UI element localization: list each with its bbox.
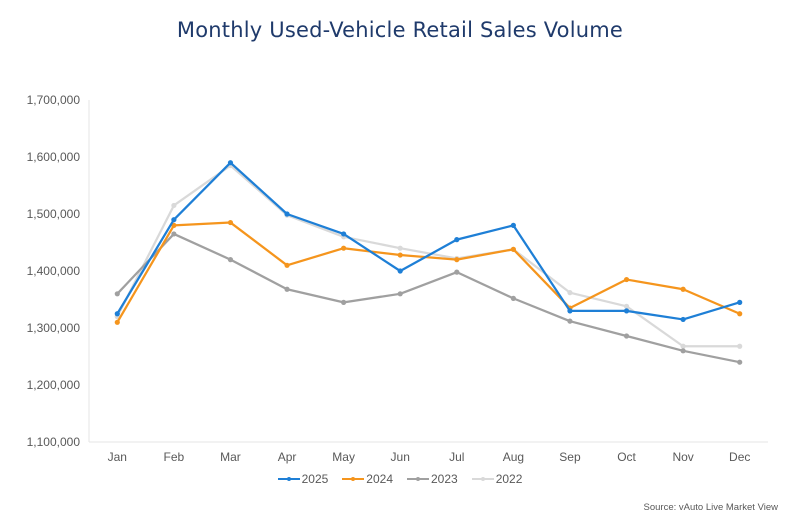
legend-swatch	[342, 474, 365, 484]
x-tick-label: Jul	[449, 450, 464, 464]
x-tick-label: Aug	[503, 450, 524, 464]
legend-label: 2023	[431, 472, 458, 486]
data-point	[680, 348, 686, 354]
y-tick-label: 1,200,000	[27, 378, 81, 392]
legend-label: 2025	[301, 472, 329, 486]
y-tick-label: 1,500,000	[27, 207, 81, 221]
x-tick-label: Nov	[672, 450, 693, 464]
series-2023	[114, 231, 743, 365]
data-point	[623, 308, 630, 314]
series-line-2024	[116, 221, 741, 323]
y-tick-label: 1,100,000	[27, 435, 81, 449]
source-note: Source: vAuto Live Market View	[643, 502, 778, 513]
data-point	[623, 333, 630, 339]
y-tick-label: 1,600,000	[27, 150, 81, 164]
y-axis-ticks: 1,100,000 1,200,000 1,300,000 1,400,000 1,50…	[27, 93, 81, 449]
x-tick-label: Dec	[729, 450, 750, 464]
data-point	[227, 257, 234, 263]
y-tick-label: 1,700,000	[27, 93, 81, 107]
legend-swatch	[277, 474, 300, 484]
x-tick-label: Jan	[108, 450, 127, 464]
data-point	[454, 269, 460, 275]
data-point	[227, 160, 234, 166]
data-point	[510, 295, 516, 301]
data-point	[114, 319, 120, 325]
series-group	[114, 160, 743, 365]
series-2024	[114, 219, 743, 325]
data-point	[737, 343, 743, 349]
legend-label: 2024	[366, 472, 393, 486]
x-tick-label: Feb	[164, 450, 185, 464]
data-point	[284, 211, 290, 217]
legend-item-2024: 2024	[342, 472, 393, 486]
x-axis-ticks: Jan Feb Mar Apr May Jun Jul Aug Sep Oct Nov Dec	[108, 450, 751, 464]
data-point	[567, 290, 573, 296]
data-point	[680, 343, 686, 349]
x-tick-label: Oct	[617, 450, 636, 464]
data-point	[227, 219, 234, 226]
data-point	[114, 311, 120, 317]
data-point	[341, 299, 347, 305]
x-tick-label: May	[332, 450, 355, 464]
data-point	[623, 303, 630, 309]
data-point	[623, 276, 630, 283]
data-point	[510, 222, 516, 228]
legend: 2025 2024 2023 2022	[0, 472, 800, 486]
chart-title: Monthly Used-Vehicle Retail Sales Volume	[176, 18, 624, 42]
data-point	[341, 245, 347, 251]
data-point	[171, 222, 177, 228]
y-tick-label: 1,400,000	[27, 264, 81, 278]
axes	[88, 100, 768, 443]
legend-item-2022: 2022	[471, 472, 523, 486]
data-point	[171, 231, 177, 237]
x-tick-label: Jun	[391, 450, 410, 464]
data-point	[397, 252, 403, 258]
data-point	[397, 291, 403, 297]
data-point	[680, 316, 686, 323]
data-point	[737, 311, 743, 317]
data-point	[171, 202, 177, 209]
data-point	[171, 217, 177, 223]
data-point	[397, 245, 403, 251]
data-point	[284, 262, 290, 268]
x-tick-label: Mar	[220, 450, 241, 464]
y-tick-label: 1,300,000	[27, 321, 81, 335]
data-point	[737, 359, 743, 365]
series-2025	[114, 160, 743, 323]
legend-swatch	[407, 474, 429, 484]
data-point	[454, 237, 460, 243]
series-line-2025	[116, 161, 741, 321]
data-point	[284, 286, 290, 292]
data-point	[567, 308, 573, 314]
data-point	[737, 299, 743, 305]
legend-label: 2022	[495, 472, 523, 486]
legend-item-2025: 2025	[277, 472, 329, 486]
data-point	[510, 246, 516, 252]
series-line-2023	[116, 232, 740, 364]
data-point	[567, 318, 573, 324]
x-tick-label: Sep	[559, 450, 581, 464]
x-tick-label: Apr	[278, 450, 297, 464]
data-point	[454, 257, 460, 263]
legend-swatch	[471, 474, 494, 484]
legend-item-2023: 2023	[407, 472, 458, 486]
data-point	[114, 291, 120, 297]
data-point	[397, 268, 403, 274]
data-point	[680, 286, 686, 292]
data-point	[341, 231, 347, 237]
